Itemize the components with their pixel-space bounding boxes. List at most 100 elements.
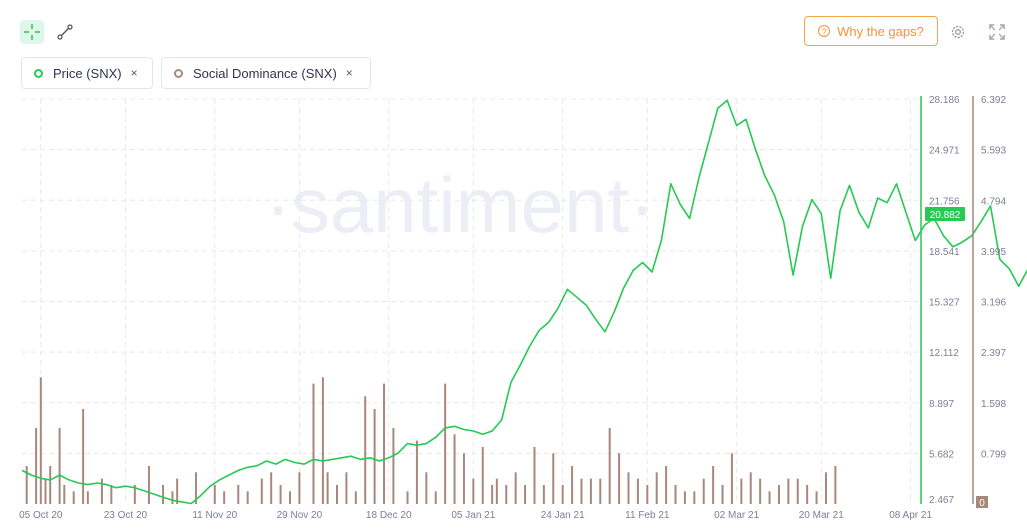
remove-metric-close-icon[interactable]: × — [130, 66, 138, 80]
cursor-tool-button[interactable] — [20, 20, 44, 44]
social-dominance-bar — [270, 472, 273, 504]
metric-chip-social-dominance[interactable]: Social Dominance (SNX) × — [161, 57, 371, 89]
social-dominance-bar — [702, 478, 705, 504]
question-icon: ? — [818, 25, 831, 37]
social-dominance-bar — [740, 478, 743, 504]
social-dominance-bar — [162, 484, 165, 504]
social-dominance-bar — [176, 478, 179, 504]
social-dominance-bar — [312, 383, 315, 504]
social-dominance-bar — [49, 465, 52, 504]
social-dominance-bar — [392, 427, 395, 504]
social-dominance-bar — [110, 484, 113, 504]
social-dominance-bar — [44, 478, 47, 504]
price-axis-tick-label: 2.467 — [929, 495, 954, 506]
x-axis-tick-label: 29 Nov 20 — [277, 510, 323, 521]
social-dominance-bar — [246, 491, 249, 504]
x-axis-tick-label: 23 Oct 20 — [104, 510, 148, 521]
social-dominance-bar — [223, 491, 226, 504]
social-dominance-bar — [35, 427, 38, 504]
line-draw-icon — [57, 24, 73, 40]
grid-lines — [22, 98, 920, 504]
price-axis-tick-label: 28.186 — [929, 95, 960, 106]
remove-metric-close-icon[interactable]: × — [345, 66, 353, 80]
price-axis-tick-label: 5.682 — [929, 449, 954, 460]
x-axis-tick-label: 11 Nov 20 — [192, 510, 237, 521]
social-dominance-bar — [364, 396, 367, 504]
social-dominance-bar — [472, 478, 475, 504]
social-dominance-bar — [444, 383, 447, 504]
social-dominance-bar — [481, 446, 484, 504]
social-dominance-bar — [434, 491, 437, 504]
social-dominance-bar — [39, 377, 42, 504]
social-dominance-bar — [505, 484, 508, 504]
social-dominance-series-dot-icon — [174, 68, 183, 78]
social-dominance-bar — [749, 472, 752, 504]
social-dominance-current-badge — [976, 496, 988, 508]
why-the-gaps-button[interactable]: ? Why the gaps? — [804, 16, 938, 46]
price-axis-tick-label: 8.897 — [929, 399, 954, 410]
why-the-gaps-label: Why the gaps? — [837, 23, 924, 39]
social-dominance-bar — [514, 472, 517, 504]
x-axis-tick-label: 11 Feb 21 — [625, 510, 670, 521]
price-axis-tick-label: 15.327 — [929, 298, 960, 309]
x-axis-tick-label: 18 Dec 20 — [366, 510, 412, 521]
social-dominance-bar — [796, 478, 799, 504]
social-dominance-axis-tick-label: 6.392 — [981, 95, 1006, 106]
social-dominance-axis-tick-label: 0 — [979, 498, 985, 509]
social-dominance-axis-tick-label: 3.995 — [981, 247, 1006, 258]
social-dominance-bar — [260, 478, 263, 504]
social-dominance-bar — [759, 478, 762, 504]
social-dominance-axis-tick-label: 3.196 — [981, 298, 1006, 309]
social-dominance-bar — [462, 453, 465, 504]
social-dominance-axis-tick-label: 2.397 — [981, 348, 1006, 359]
social-dominance-bar — [589, 478, 592, 504]
x-axis-tick-label: 05 Oct 20 — [19, 510, 63, 521]
social-dominance-bar — [730, 453, 733, 504]
social-dominance-bar — [100, 478, 103, 504]
x-axis-tick-label: 05 Jan 21 — [451, 510, 495, 521]
social-dominance-bar — [495, 478, 498, 504]
social-dominance-bar — [82, 408, 85, 504]
social-dominance-bar — [712, 465, 715, 504]
social-dominance-bar — [58, 427, 61, 504]
social-dominance-bar — [636, 478, 639, 504]
settings-button[interactable] — [947, 21, 969, 43]
social-dominance-axis-tick-label: 1.598 — [981, 399, 1006, 410]
price-series-line — [21, 99, 1027, 505]
social-dominance-bar — [824, 472, 827, 504]
crosshair-icon — [24, 24, 40, 40]
social-dominance-bar — [383, 383, 386, 504]
metric-chip-label: Price (SNX) — [53, 65, 122, 81]
social-dominance-bar — [326, 472, 329, 504]
social-dominance-bar — [580, 478, 583, 504]
metric-chip-price[interactable]: Price (SNX) × — [21, 57, 153, 89]
x-axis-tick-label: 20 Mar 21 — [799, 510, 844, 521]
price-social-dominance-chart[interactable]: ·santiment· 28.186 6.392 24.971 5.593 21.756… — [0, 92, 1027, 532]
social-dominance-bar — [806, 484, 809, 504]
metric-chip-label: Social Dominance (SNX) — [193, 65, 337, 81]
social-dominance-bar — [415, 440, 418, 504]
social-dominance-bar — [787, 478, 790, 504]
social-dominance-bar — [321, 377, 324, 504]
social-dominance-bar — [683, 491, 686, 504]
fullscreen-icon — [989, 24, 1005, 40]
social-dominance-bar — [425, 472, 428, 504]
social-dominance-bar — [406, 491, 409, 504]
santiment-watermark: ·santiment· — [265, 161, 655, 249]
social-dominance-bar — [373, 408, 376, 504]
line-tool-button[interactable] — [53, 20, 77, 44]
gear-icon — [951, 25, 965, 39]
social-dominance-series — [25, 377, 837, 504]
social-dominance-bar — [288, 491, 291, 504]
social-dominance-bar — [674, 484, 677, 504]
social-dominance-bar — [608, 427, 611, 504]
social-dominance-bar — [25, 465, 28, 504]
social-dominance-bar — [561, 484, 564, 504]
social-dominance-bar — [721, 484, 724, 504]
social-dominance-bar — [491, 484, 494, 504]
social-dominance-bar — [86, 491, 89, 504]
social-dominance-bar — [354, 491, 357, 504]
social-dominance-bar — [571, 465, 574, 504]
social-dominance-bar — [768, 491, 771, 504]
fullscreen-button[interactable] — [986, 21, 1008, 43]
